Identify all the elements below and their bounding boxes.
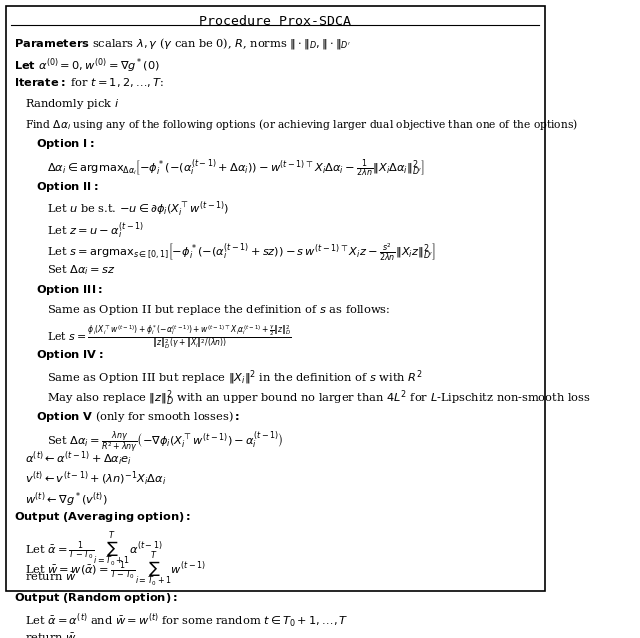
Text: Let $z = u - \alpha_i^{(t-1)}$: Let $z = u - \alpha_i^{(t-1)}$ bbox=[47, 220, 144, 241]
Text: Let $\bar{\alpha}=\alpha^{(t)}$ and $\bar{w}=w^{(t)}$ for some random $t\in T_0+: Let $\bar{\alpha}=\alpha^{(t)}$ and $\ba… bbox=[25, 612, 348, 630]
Text: Find $\Delta\alpha_i$ using any of the following options (or achieving larger du: Find $\Delta\alpha_i$ using any of the f… bbox=[25, 117, 578, 132]
Text: Let $\bar{w} = w(\bar{\alpha}) = \frac{1}{T-T_0}\sum_{i=T_0+1}^{T}w^{(t-1)}$: Let $\bar{w} = w(\bar{\alpha}) = \frac{1… bbox=[25, 551, 205, 590]
Text: Let $\bar{\alpha} = \frac{1}{T-T_0}\sum_{i=T_0+1}^{T}\alpha^{(t-1)}$: Let $\bar{\alpha} = \frac{1}{T-T_0}\sum_… bbox=[25, 531, 163, 569]
Text: $\mathbf{Output\ (Random\ option):}$: $\mathbf{Output\ (Random\ option):}$ bbox=[13, 591, 177, 605]
Text: Let $s = \frac{\phi_i(X_i^\top w^{(t-1)})+\phi_i^*(-\alpha_i^{(t-1)})+w^{(t-1)\t: Let $s = \frac{\phi_i(X_i^\top w^{(t-1)}… bbox=[47, 323, 292, 351]
Text: Randomly pick $i$: Randomly pick $i$ bbox=[25, 96, 119, 110]
Text: $w^{(t)} \leftarrow \nabla g^*(v^{(t)})$: $w^{(t)} \leftarrow \nabla g^*(v^{(t)})$ bbox=[25, 490, 108, 508]
Text: $\mathbf{Iterate:}$ for $t=1,2,\ldots,T$:: $\mathbf{Iterate:}$ for $t=1,2,\ldots,T$… bbox=[13, 77, 164, 89]
Text: $\mathbf{Option\ II:}$: $\mathbf{Option\ II:}$ bbox=[36, 180, 99, 194]
Text: Same as Option II but replace the definition of $s$ as follows:: Same as Option II but replace the defini… bbox=[47, 304, 390, 318]
Text: $\mathbf{Option\ IV:}$: $\mathbf{Option\ IV:}$ bbox=[36, 348, 103, 362]
Text: Set $\Delta\alpha_i = \frac{\lambda n\gamma}{R^2+\lambda n\gamma}\left(-\nabla\p: Set $\Delta\alpha_i = \frac{\lambda n\ga… bbox=[47, 429, 284, 456]
Text: Set $\Delta\alpha_i = sz$: Set $\Delta\alpha_i = sz$ bbox=[47, 263, 115, 277]
Text: $\mathbf{Output\ (Averaging\ option):}$: $\mathbf{Output\ (Averaging\ option):}$ bbox=[13, 510, 191, 524]
Text: $\Delta\alpha_i \in \mathrm{argmax}_{\Delta\alpha_i}\left[-\phi_i^*(-(\alpha_i^{: $\Delta\alpha_i \in \mathrm{argmax}_{\De… bbox=[47, 158, 425, 179]
Text: Let $s = \mathrm{argmax}_{s\in[0,1]}\left[-\phi_i^*(-(\alpha_i^{(t-1)}+sz)) - s\: Let $s = \mathrm{argmax}_{s\in[0,1]}\lef… bbox=[47, 241, 436, 262]
Text: $\mathbf{Option\ V}$ (only for smooth losses)$\mathbf{:}$: $\mathbf{Option\ V}$ (only for smooth lo… bbox=[36, 409, 240, 424]
Text: $\alpha^{(t)} \leftarrow \alpha^{(t-1)} + \Delta\alpha_i e_i$: $\alpha^{(t)} \leftarrow \alpha^{(t-1)} … bbox=[25, 450, 132, 468]
Text: $\mathbf{Option\ III:}$: $\mathbf{Option\ III:}$ bbox=[36, 283, 103, 297]
Text: $\mathbf{Parameters}$ scalars $\lambda, \gamma$ ($\gamma$ can be 0), $R$, norms : $\mathbf{Parameters}$ scalars $\lambda, … bbox=[13, 36, 351, 51]
Text: Same as Option III but replace $\|X_i\|^2$ in the definition of $s$ with $R^2$: Same as Option III but replace $\|X_i\|^… bbox=[47, 368, 422, 387]
Text: return $\bar{w}$: return $\bar{w}$ bbox=[25, 632, 77, 638]
Text: $v^{(t)} \leftarrow v^{(t-1)} + (\lambda n)^{-1} X_i \Delta\alpha_i$: $v^{(t)} \leftarrow v^{(t-1)} + (\lambda… bbox=[25, 470, 166, 488]
FancyBboxPatch shape bbox=[6, 6, 545, 591]
Text: $\mathbf{Let}\ \alpha^{(0)}=0, w^{(0)}=\nabla g^*(0)$: $\mathbf{Let}\ \alpha^{(0)}=0, w^{(0)}=\… bbox=[13, 56, 159, 75]
Text: Procedure Prox-SDCA: Procedure Prox-SDCA bbox=[199, 15, 351, 28]
Text: Let $u$ be s.t. $-u \in \partial\phi_i(X_i^\top w^{(t-1)})$: Let $u$ be s.t. $-u \in \partial\phi_i(X… bbox=[47, 200, 229, 219]
Text: $\mathbf{Option\ I:}$: $\mathbf{Option\ I:}$ bbox=[36, 137, 94, 151]
Text: return $\bar{w}$: return $\bar{w}$ bbox=[25, 571, 77, 583]
Text: May also replace $\|z\|_D^2$ with an upper bound no larger than $4L^2$ for $L$-L: May also replace $\|z\|_D^2$ with an upp… bbox=[47, 389, 591, 408]
